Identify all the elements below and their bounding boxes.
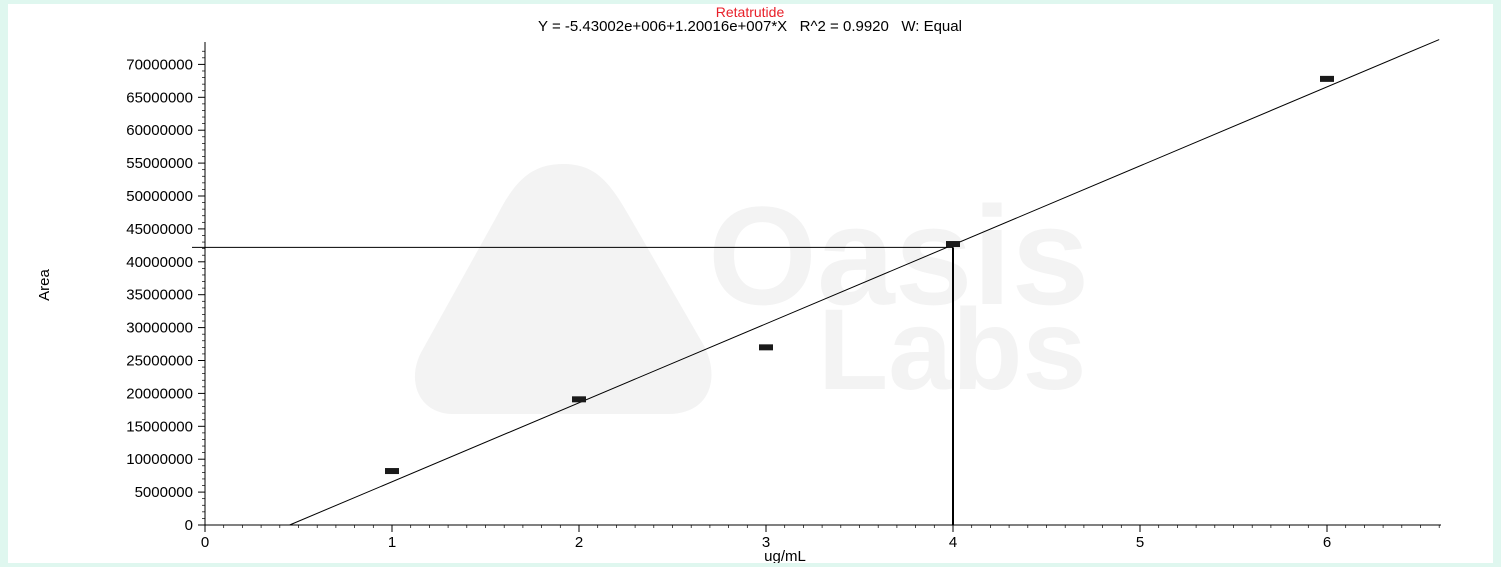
chart-frame: Oasis Labs Retatrutide Y = -5.43002e+006… bbox=[8, 4, 1493, 563]
marker-lines bbox=[192, 246, 954, 525]
watermark: Oasis Labs bbox=[414, 164, 1089, 414]
y-tick-label: 30000000 bbox=[126, 320, 193, 337]
y-tick-label: 5000000 bbox=[135, 484, 193, 501]
y-tick-label: 45000000 bbox=[126, 221, 193, 238]
x-tick-label: 1 bbox=[388, 534, 396, 551]
data-point bbox=[946, 241, 960, 248]
chart-title: Retatrutide bbox=[716, 4, 785, 20]
fit-line-group bbox=[289, 39, 1440, 526]
x-ticks: 0 1 2 3 4 5 6 bbox=[201, 525, 1440, 551]
x-axis-label: ug/mL bbox=[764, 548, 806, 563]
y-tick-label: 55000000 bbox=[126, 155, 193, 172]
y-tick-label: 50000000 bbox=[126, 188, 193, 205]
x-tick-label: 5 bbox=[1136, 534, 1144, 551]
x-tick-label: 6 bbox=[1323, 534, 1331, 551]
chart-subtitle: Y = -5.43002e+006+1.20016e+007*X R^2 = 0… bbox=[538, 18, 962, 35]
data-points bbox=[385, 75, 1334, 475]
y-tick-label: 35000000 bbox=[126, 287, 193, 304]
y-tick-label: 15000000 bbox=[126, 418, 193, 435]
data-point bbox=[759, 344, 773, 351]
y-tick-label: 0 bbox=[185, 517, 193, 534]
watermark-logo-icon bbox=[414, 164, 712, 414]
y-axis-label: Area bbox=[36, 269, 53, 301]
x-tick-label: 0 bbox=[201, 534, 209, 551]
y-tick-label: 25000000 bbox=[126, 353, 193, 370]
calibration-chart: Oasis Labs Retatrutide Y = -5.43002e+006… bbox=[36, 4, 1441, 563]
x-tick-label: 2 bbox=[575, 534, 583, 551]
data-point bbox=[1320, 75, 1334, 82]
y-ticks: 0 5000000 10000000 15000000 20000000 25000000… bbox=[126, 50, 205, 534]
y-tick-label: 65000000 bbox=[126, 89, 193, 106]
fit-line bbox=[289, 39, 1440, 526]
watermark-text-line1: Oasis bbox=[708, 177, 1089, 334]
y-tick-label: 60000000 bbox=[126, 122, 193, 139]
y-tick-label: 20000000 bbox=[126, 385, 193, 402]
y-tick-label: 40000000 bbox=[126, 254, 193, 271]
data-point bbox=[385, 468, 399, 475]
x-tick-label: 4 bbox=[949, 534, 957, 551]
y-tick-label: 10000000 bbox=[126, 451, 193, 468]
y-tick-label: 70000000 bbox=[126, 56, 193, 73]
data-point bbox=[572, 396, 586, 403]
x-tick-label: 3 bbox=[762, 534, 770, 551]
